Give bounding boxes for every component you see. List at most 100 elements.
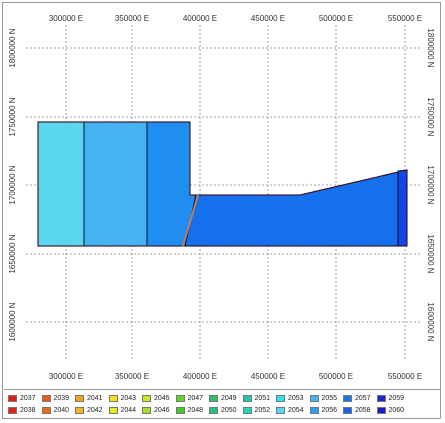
legend-label: 2053: [288, 394, 304, 402]
legend-swatch: [41, 406, 51, 414]
x-tick-label-bottom: 550000 E: [388, 372, 422, 381]
y-tick-label-left: 1650000 N: [8, 234, 17, 273]
legend-label: 2054: [288, 406, 304, 414]
x-tick-label-bottom: 400000 E: [183, 372, 217, 381]
legend-label: 2042: [87, 406, 103, 414]
legend-label: 2050: [221, 406, 237, 414]
y-tick-label-right: 1600000 N: [426, 302, 435, 341]
x-tick-label-bottom: 300000 E: [49, 372, 83, 381]
x-tick-label-bottom: 500000 E: [319, 372, 353, 381]
legend-label: 2060: [388, 406, 405, 414]
legend-item: 2053: [276, 392, 304, 404]
legend-swatch: [142, 406, 151, 414]
zone-2054-polygon: [83, 121, 148, 247]
legend-item: 2055: [309, 392, 338, 404]
y-tick-label-right: 1800000 N: [426, 28, 435, 67]
x-tick-label-bottom: 350000 E: [115, 372, 149, 381]
legend-item: 2047: [175, 392, 204, 404]
legend-item: 2038: [8, 404, 36, 416]
legend-label: 2038: [20, 406, 36, 414]
legend-item: 2045: [142, 392, 170, 404]
legend: 2037 2038 2039 2040 2041 2042 2043 2044 2045 2046…: [4, 389, 441, 418]
y-tick-label-right: 1700000 N: [426, 165, 435, 204]
legend-label: 2059: [388, 394, 405, 402]
legend-swatch: [142, 394, 151, 402]
y-tick-label-left: 1600000 N: [8, 302, 17, 341]
fault-line: [182, 194, 199, 247]
legend-label: 2056: [321, 406, 338, 414]
y-tick-label-left: 1700000 N: [8, 165, 17, 204]
legend-swatch: [108, 406, 118, 414]
legend-swatch: [276, 406, 285, 414]
legend-swatch: [343, 406, 352, 414]
legend-swatch: [376, 394, 386, 402]
y-tick-label-right: 1650000 N: [426, 234, 435, 273]
legend-swatch: [343, 394, 352, 402]
legend-item: 2058: [343, 404, 371, 416]
legend-label: 2039: [53, 394, 70, 402]
x-tick-label-top: 400000 E: [183, 14, 217, 23]
legend-item: 2050: [209, 404, 237, 416]
zone-2056-polygon: [184, 169, 408, 247]
legend-swatch: [276, 394, 285, 402]
legend-label: 2047: [187, 394, 204, 402]
legend-swatch: [175, 394, 185, 402]
legend-label: 2040: [53, 406, 70, 414]
legend-swatch: [376, 406, 386, 414]
legend-label: 2048: [187, 406, 204, 414]
legend-label: 2052: [254, 406, 271, 414]
legend-label: 2043: [120, 394, 137, 402]
legend-item: 2049: [209, 392, 237, 404]
legend-swatch: [309, 394, 319, 402]
legend-item: 2054: [276, 404, 304, 416]
x-tick-label-top: 300000 E: [49, 14, 83, 23]
legend-item: 2051: [242, 392, 271, 404]
legend-swatch: [209, 406, 218, 414]
y-tick-label-left: 1800000 N: [8, 28, 17, 67]
legend-item: 2044: [108, 404, 137, 416]
legend-item: 2059: [376, 392, 405, 404]
y-tick-label-right: 1750000 N: [426, 97, 435, 136]
legend-label: 2037: [20, 394, 36, 402]
zone-2053-polygon: [37, 121, 85, 247]
legend-label: 2046: [154, 406, 170, 414]
legend-item: 2052: [242, 404, 271, 416]
legend-item: 2039: [41, 392, 70, 404]
legend-item: 2037: [8, 392, 36, 404]
legend-label: 2049: [221, 394, 237, 402]
region-boundary: [37, 121, 408, 247]
legend-label: 2057: [355, 394, 371, 402]
legend-label: 2045: [154, 394, 170, 402]
legend-swatch: [8, 406, 17, 414]
legend-item: 2046: [142, 404, 170, 416]
legend-swatch: [175, 406, 185, 414]
legend-item: 2042: [75, 404, 103, 416]
legend-swatch: [242, 406, 252, 414]
legend-label: 2058: [355, 406, 371, 414]
legend-swatch: [75, 394, 84, 402]
legend-item: 2040: [41, 404, 70, 416]
legend-item: 2043: [108, 392, 137, 404]
legend-swatch: [8, 394, 17, 402]
x-tick-label-top: 500000 E: [319, 14, 353, 23]
legend-label: 2055: [321, 394, 338, 402]
legend-swatch: [309, 406, 319, 414]
y-tick-label-left: 1750000 N: [8, 97, 17, 136]
x-tick-label-top: 450000 E: [251, 14, 285, 23]
x-tick-label-bottom: 450000 E: [251, 372, 285, 381]
legend-item: 2056: [309, 404, 338, 416]
legend-item: 2048: [175, 404, 204, 416]
zone-2057-polygon: [397, 169, 408, 247]
legend-swatch: [108, 394, 118, 402]
legend-swatch: [41, 394, 51, 402]
x-tick-label-top: 550000 E: [388, 14, 422, 23]
legend-label: 2051: [254, 394, 271, 402]
legend-item: 2041: [75, 392, 103, 404]
legend-item: 2057: [343, 392, 371, 404]
legend-label: 2044: [120, 406, 137, 414]
legend-swatch: [75, 406, 84, 414]
legend-item: 2060: [376, 404, 405, 416]
x-tick-label-top: 350000 E: [115, 14, 149, 23]
map-canvas: 300000 E 300000 E 350000 E 350000 E 400000 E…: [8, 14, 435, 381]
legend-label: 2041: [87, 394, 103, 402]
